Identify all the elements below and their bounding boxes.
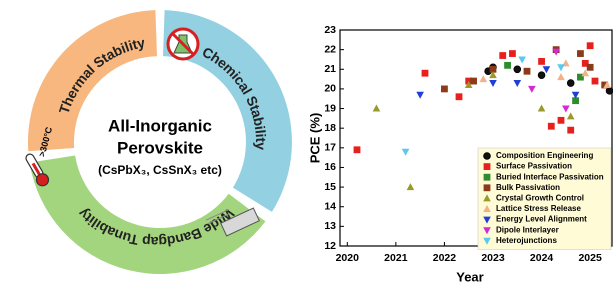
data-point <box>504 62 511 69</box>
data-point <box>373 105 381 112</box>
data-point <box>557 73 565 80</box>
data-point <box>538 72 545 79</box>
y-tick-label: 18 <box>324 122 336 134</box>
data-point <box>577 50 584 57</box>
y-tick-label: 16 <box>324 161 336 173</box>
data-point <box>416 92 424 99</box>
data-point <box>518 56 526 63</box>
data-point <box>514 66 521 73</box>
data-point <box>479 75 487 82</box>
x-tick-label: 2024 <box>530 252 554 264</box>
legend-marker <box>484 163 491 170</box>
y-tick-label: 14 <box>324 201 336 213</box>
data-point <box>538 58 545 65</box>
data-point <box>513 80 521 87</box>
legend-marker <box>484 174 491 181</box>
legend-marker <box>484 153 491 160</box>
data-point <box>587 42 594 49</box>
legend-label: Crystal Growth Control <box>496 194 584 203</box>
data-point <box>567 127 574 134</box>
y-tick-label: 19 <box>324 102 336 114</box>
legend-label: Energy Level Alignment <box>496 215 587 224</box>
y-tick-label: 12 <box>324 240 336 252</box>
data-point <box>499 52 506 59</box>
data-point <box>354 146 361 153</box>
legend-label: Composition Engineering <box>496 151 593 160</box>
x-axis-title: Year <box>456 269 483 284</box>
y-tick-label: 22 <box>324 43 336 55</box>
data-point <box>562 106 570 113</box>
legend-label: Buried Interface Passivation <box>496 172 604 181</box>
legend-label: Bulk Passivation <box>496 183 560 192</box>
data-point <box>558 117 565 124</box>
legend-marker <box>484 184 491 191</box>
data-point <box>557 64 565 71</box>
data-point <box>606 87 613 94</box>
data-point <box>524 68 531 75</box>
data-point <box>509 50 516 57</box>
data-point <box>441 86 448 93</box>
data-point <box>407 183 415 190</box>
x-tick-label: 2021 <box>384 252 408 264</box>
data-point <box>538 105 546 112</box>
data-point <box>592 78 599 85</box>
center-subtitle: (CsPbX₃, CsSnX₃ etc) <box>98 163 222 177</box>
data-point <box>422 70 429 77</box>
x-tick-label: 2020 <box>336 252 360 264</box>
data-point <box>567 80 574 87</box>
legend-label: Dipole Interlayer <box>496 225 559 234</box>
flask-icon <box>168 29 198 59</box>
data-point <box>528 86 536 93</box>
data-point <box>489 80 497 87</box>
data-point <box>456 93 463 100</box>
y-axis-title: PCE (%) <box>307 113 322 164</box>
x-tick-label: 2022 <box>433 252 457 264</box>
y-tick-label: 20 <box>324 83 336 95</box>
legend-label: Heterojunctions <box>496 236 557 245</box>
y-tick-label: 15 <box>324 181 336 193</box>
x-tick-label: 2025 <box>578 252 602 264</box>
y-tick-label: 23 <box>324 24 336 36</box>
data-point <box>402 149 410 156</box>
data-point <box>587 64 594 71</box>
legend-label: Surface Passivation <box>496 162 572 171</box>
figure: All-Inorganic Perovskite (CsPbX₃, CsSnX₃… <box>0 0 613 286</box>
x-tick-label: 2023 <box>481 252 505 264</box>
data-point <box>567 112 575 119</box>
y-tick-label: 13 <box>324 220 336 232</box>
data-point <box>548 123 555 130</box>
y-tick-label: 17 <box>324 142 336 154</box>
center-title: All-Inorganic <box>108 116 212 135</box>
center-title: Perovskite <box>117 138 203 157</box>
legend-label: Lattice Stress Release <box>496 204 581 213</box>
data-point <box>470 78 477 85</box>
y-tick-label: 21 <box>324 63 336 75</box>
